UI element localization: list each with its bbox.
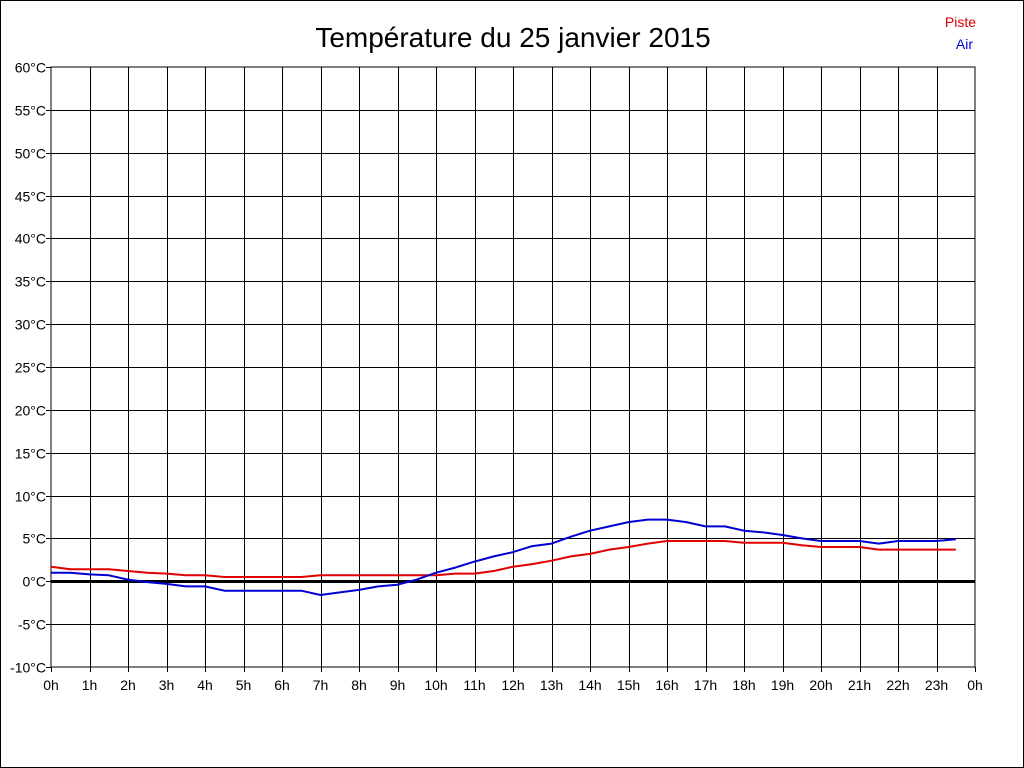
y-tick-label: 55°C: [15, 103, 46, 119]
x-axis-ticks: 0h 1h 2h 3h 4h 5h 6h 7h 8h 9h 10h 11h 12h 13h 14h 15h 16…: [43, 667, 983, 693]
y-tick-label: 35°C: [15, 274, 46, 290]
x-tick-label: 13h: [540, 677, 563, 693]
x-tick-label: 0h: [43, 677, 59, 693]
x-tick-label: 3h: [159, 677, 175, 693]
series-line-piste: [50, 540, 956, 578]
x-tick-label: 14h: [578, 677, 601, 693]
x-tick-label: 16h: [655, 677, 678, 693]
x-tick-label: 20h: [809, 677, 832, 693]
y-tick-label: -10°C: [10, 660, 46, 676]
x-tick-label: 8h: [351, 677, 367, 693]
series-line-air: [51, 518, 956, 596]
x-tick-label: 19h: [771, 677, 794, 693]
x-tick-label: 6h: [274, 677, 290, 693]
y-tick-label: 0°C: [23, 574, 47, 590]
x-tick-label: 18h: [732, 677, 755, 693]
x-tick-label: 11h: [463, 677, 485, 693]
y-tick-label: 15°C: [15, 446, 46, 462]
x-tick-label: 22h: [886, 677, 909, 693]
series-lines: [50, 518, 956, 596]
legend-piste: Piste: [945, 14, 976, 30]
x-tick-label: 23h: [925, 677, 948, 693]
y-axis-ticks: -10°C -5°C 0°C 5°C 10°C 15°C 20°C 25°C 30°C 35°C 4…: [10, 60, 51, 676]
y-tick-label: -5°C: [18, 617, 46, 633]
y-tick-label: 10°C: [15, 489, 46, 505]
x-tick-label: 12h: [501, 677, 524, 693]
y-tick-label: 5°C: [23, 531, 47, 547]
y-tick-label: 45°C: [15, 189, 46, 205]
grid: [50, 66, 976, 668]
x-tick-label: 7h: [313, 677, 329, 693]
y-tick-label: 25°C: [15, 360, 46, 376]
y-tick-label: 40°C: [15, 231, 46, 247]
x-tick-label: 5h: [236, 677, 252, 693]
x-tick-label: 21h: [848, 677, 871, 693]
x-tick-label: 9h: [390, 677, 406, 693]
y-tick-label: 60°C: [15, 60, 46, 76]
x-tick-label: 15h: [617, 677, 640, 693]
y-tick-label: 20°C: [15, 403, 46, 419]
x-tick-label: 2h: [120, 677, 136, 693]
x-tick-label: 4h: [197, 677, 213, 693]
y-tick-label: 50°C: [15, 146, 46, 162]
chart-title: Température du 25 janvier 2015: [315, 22, 710, 53]
x-tick-label: 1h: [82, 677, 98, 693]
x-tick-label: 10h: [424, 677, 447, 693]
legend-air: Air: [956, 36, 973, 52]
x-tick-label: 0h: [967, 677, 983, 693]
y-tick-label: 30°C: [15, 317, 46, 333]
x-tick-label: 17h: [694, 677, 717, 693]
